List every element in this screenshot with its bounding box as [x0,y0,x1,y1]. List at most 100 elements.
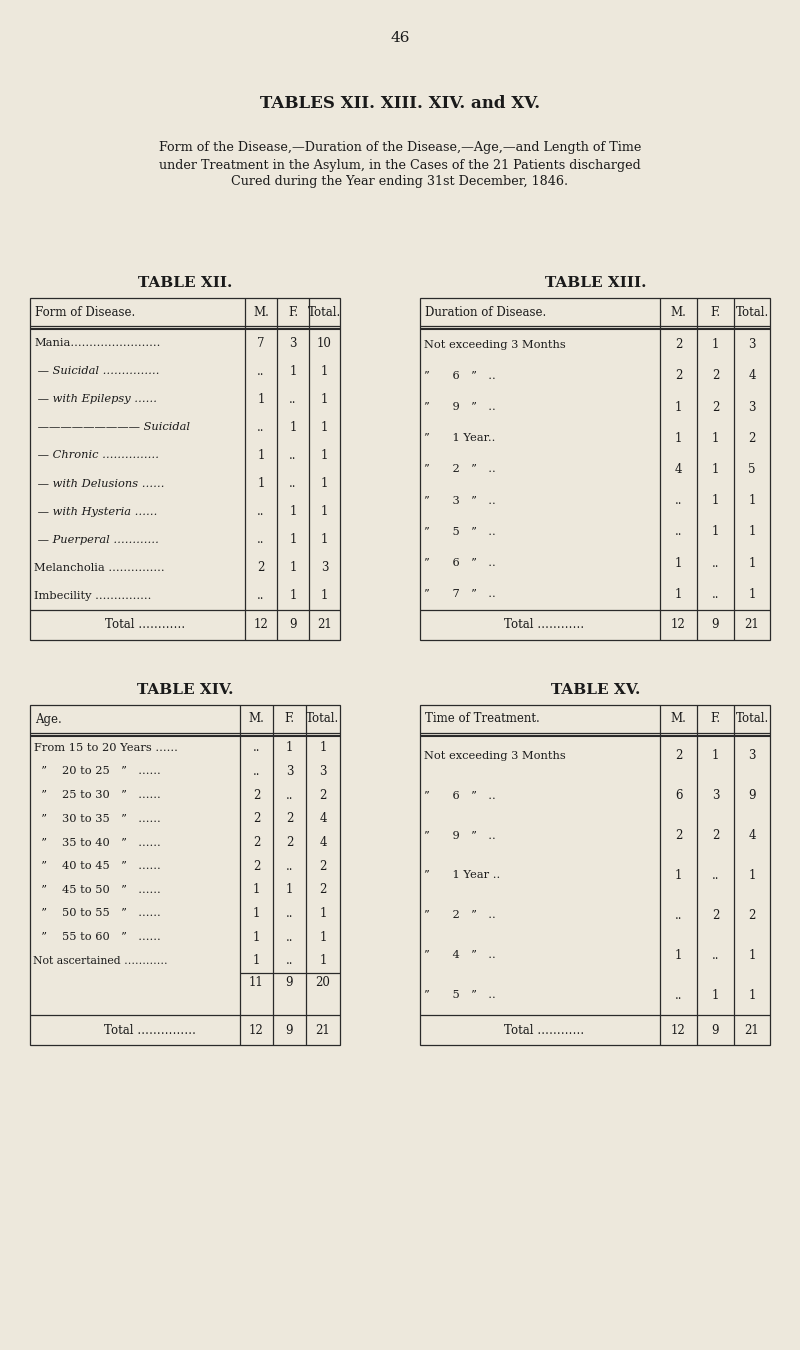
Text: 1: 1 [712,338,719,351]
Text: 1: 1 [253,907,260,919]
Text: 1: 1 [712,432,719,444]
Text: 1: 1 [253,883,260,896]
Text: 1: 1 [290,590,297,602]
Text: 1: 1 [675,401,682,413]
Text: 2: 2 [712,370,719,382]
Text: 21: 21 [745,618,759,632]
Text: ”  4 ” ..: ” 4 ” .. [424,950,496,960]
Text: 9: 9 [290,618,297,632]
Text: Form of Disease.: Form of Disease. [35,305,135,319]
Text: ”  6 ” ..: ” 6 ” .. [424,558,496,568]
Text: ”  2 ” ..: ” 2 ” .. [424,464,496,474]
Text: 4: 4 [319,813,326,825]
Text: 1: 1 [748,949,756,961]
Text: 1: 1 [712,494,719,508]
Text: 3: 3 [286,765,294,778]
Text: 7: 7 [258,336,265,350]
Text: ..: .. [258,590,265,602]
Text: 1: 1 [675,432,682,444]
Text: Total.: Total. [735,305,769,319]
Text: ..: .. [712,556,719,570]
Text: 1: 1 [748,869,756,882]
Text: — Suicidal ……………: — Suicidal …………… [34,366,159,377]
Text: 1: 1 [321,477,328,490]
Text: M.: M. [670,713,686,725]
Text: Imbecility ……………: Imbecility …………… [34,591,151,601]
Text: TABLE XIV.: TABLE XIV. [137,683,234,697]
Text: ..: .. [286,860,294,872]
Text: — Puerperal …………: — Puerperal ………… [34,535,159,545]
Text: ..: .. [674,909,682,922]
Text: 1: 1 [712,749,719,763]
Text: 2: 2 [675,829,682,842]
Text: 1: 1 [712,988,719,1002]
Text: ..: .. [286,907,294,919]
Text: 1: 1 [712,525,719,539]
Text: ..: .. [674,494,682,508]
Text: Not ascertained …………: Not ascertained ………… [33,956,168,967]
Text: 6: 6 [674,790,682,802]
Text: 4: 4 [319,836,326,849]
Text: ..: .. [286,788,294,802]
Text: Time of Treatment.: Time of Treatment. [425,713,540,725]
Text: 1: 1 [748,587,756,601]
Text: 2: 2 [712,909,719,922]
Text: 4: 4 [748,829,756,842]
Text: 3: 3 [290,336,297,350]
Text: 1: 1 [321,505,328,518]
Text: ”  1 Year..: ” 1 Year.. [424,433,495,443]
Text: ..: .. [712,587,719,601]
Text: ————————— Suicidal: ————————— Suicidal [34,423,190,432]
Bar [420,298,770,640]
Text: 1: 1 [748,556,756,570]
Text: 46: 46 [390,31,410,45]
Text: 1: 1 [290,562,297,574]
Text: 21: 21 [745,1023,759,1037]
Text: 2: 2 [319,860,326,872]
Text: 2: 2 [253,836,260,849]
Text: ..: .. [712,869,719,882]
Text: ”  5 ” ..: ” 5 ” .. [424,990,496,1000]
Text: F.: F. [710,713,721,725]
Text: 1: 1 [258,450,265,462]
Bar [30,298,340,640]
Text: 9: 9 [712,1023,719,1037]
Text: 1: 1 [321,533,328,547]
Text: 1: 1 [290,505,297,518]
Text: 1: 1 [286,741,293,755]
Text: ”  6 ” ..: ” 6 ” .. [424,791,496,801]
Text: ”  25 to 30 ” ……: ” 25 to 30 ” …… [34,790,161,801]
Text: 9: 9 [712,618,719,632]
Text: TABLE XIII.: TABLE XIII. [546,275,646,290]
Text: — with Epilepsy ……: — with Epilepsy …… [34,394,157,404]
Text: ..: .. [286,930,294,944]
Text: ”  35 to 40 ” ……: ” 35 to 40 ” …… [34,837,161,848]
Text: Total.: Total. [308,305,341,319]
Text: ..: .. [253,741,260,755]
Text: 12: 12 [254,618,268,632]
Text: F.: F. [285,713,294,725]
Text: 2: 2 [748,909,756,922]
Text: From 15 to 20 Years ……: From 15 to 20 Years …… [34,743,178,753]
Text: TABLE XII.: TABLE XII. [138,275,232,290]
Text: under Treatment in the Asylum, in the Cases of the 21 Patients discharged: under Treatment in the Asylum, in the Ca… [159,158,641,171]
Text: 1: 1 [321,450,328,462]
Text: Duration of Disease.: Duration of Disease. [425,305,546,319]
Text: TABLE XV.: TABLE XV. [551,683,641,697]
Text: TABLES XII. XIII. XIV. and XV.: TABLES XII. XIII. XIV. and XV. [260,95,540,112]
Text: F.: F. [710,305,721,319]
Text: ..: .. [674,988,682,1002]
Text: 3: 3 [321,562,328,574]
Text: Not exceeding 3 Months: Not exceeding 3 Months [424,340,566,350]
Text: 1: 1 [319,741,326,755]
Text: 3: 3 [748,401,756,413]
Text: 2: 2 [258,562,265,574]
Text: ”  20 to 25 ” ……: ” 20 to 25 ” …… [34,767,161,776]
Text: 2: 2 [675,338,682,351]
Text: 21: 21 [317,618,332,632]
Text: Cured during the Year ending 31st December, 1846.: Cured during the Year ending 31st Decemb… [231,176,569,189]
Text: ”  30 to 35 ” ……: ” 30 to 35 ” …… [34,814,161,824]
Text: 3: 3 [319,765,326,778]
Text: 12: 12 [671,618,686,632]
Text: 1: 1 [258,477,265,490]
